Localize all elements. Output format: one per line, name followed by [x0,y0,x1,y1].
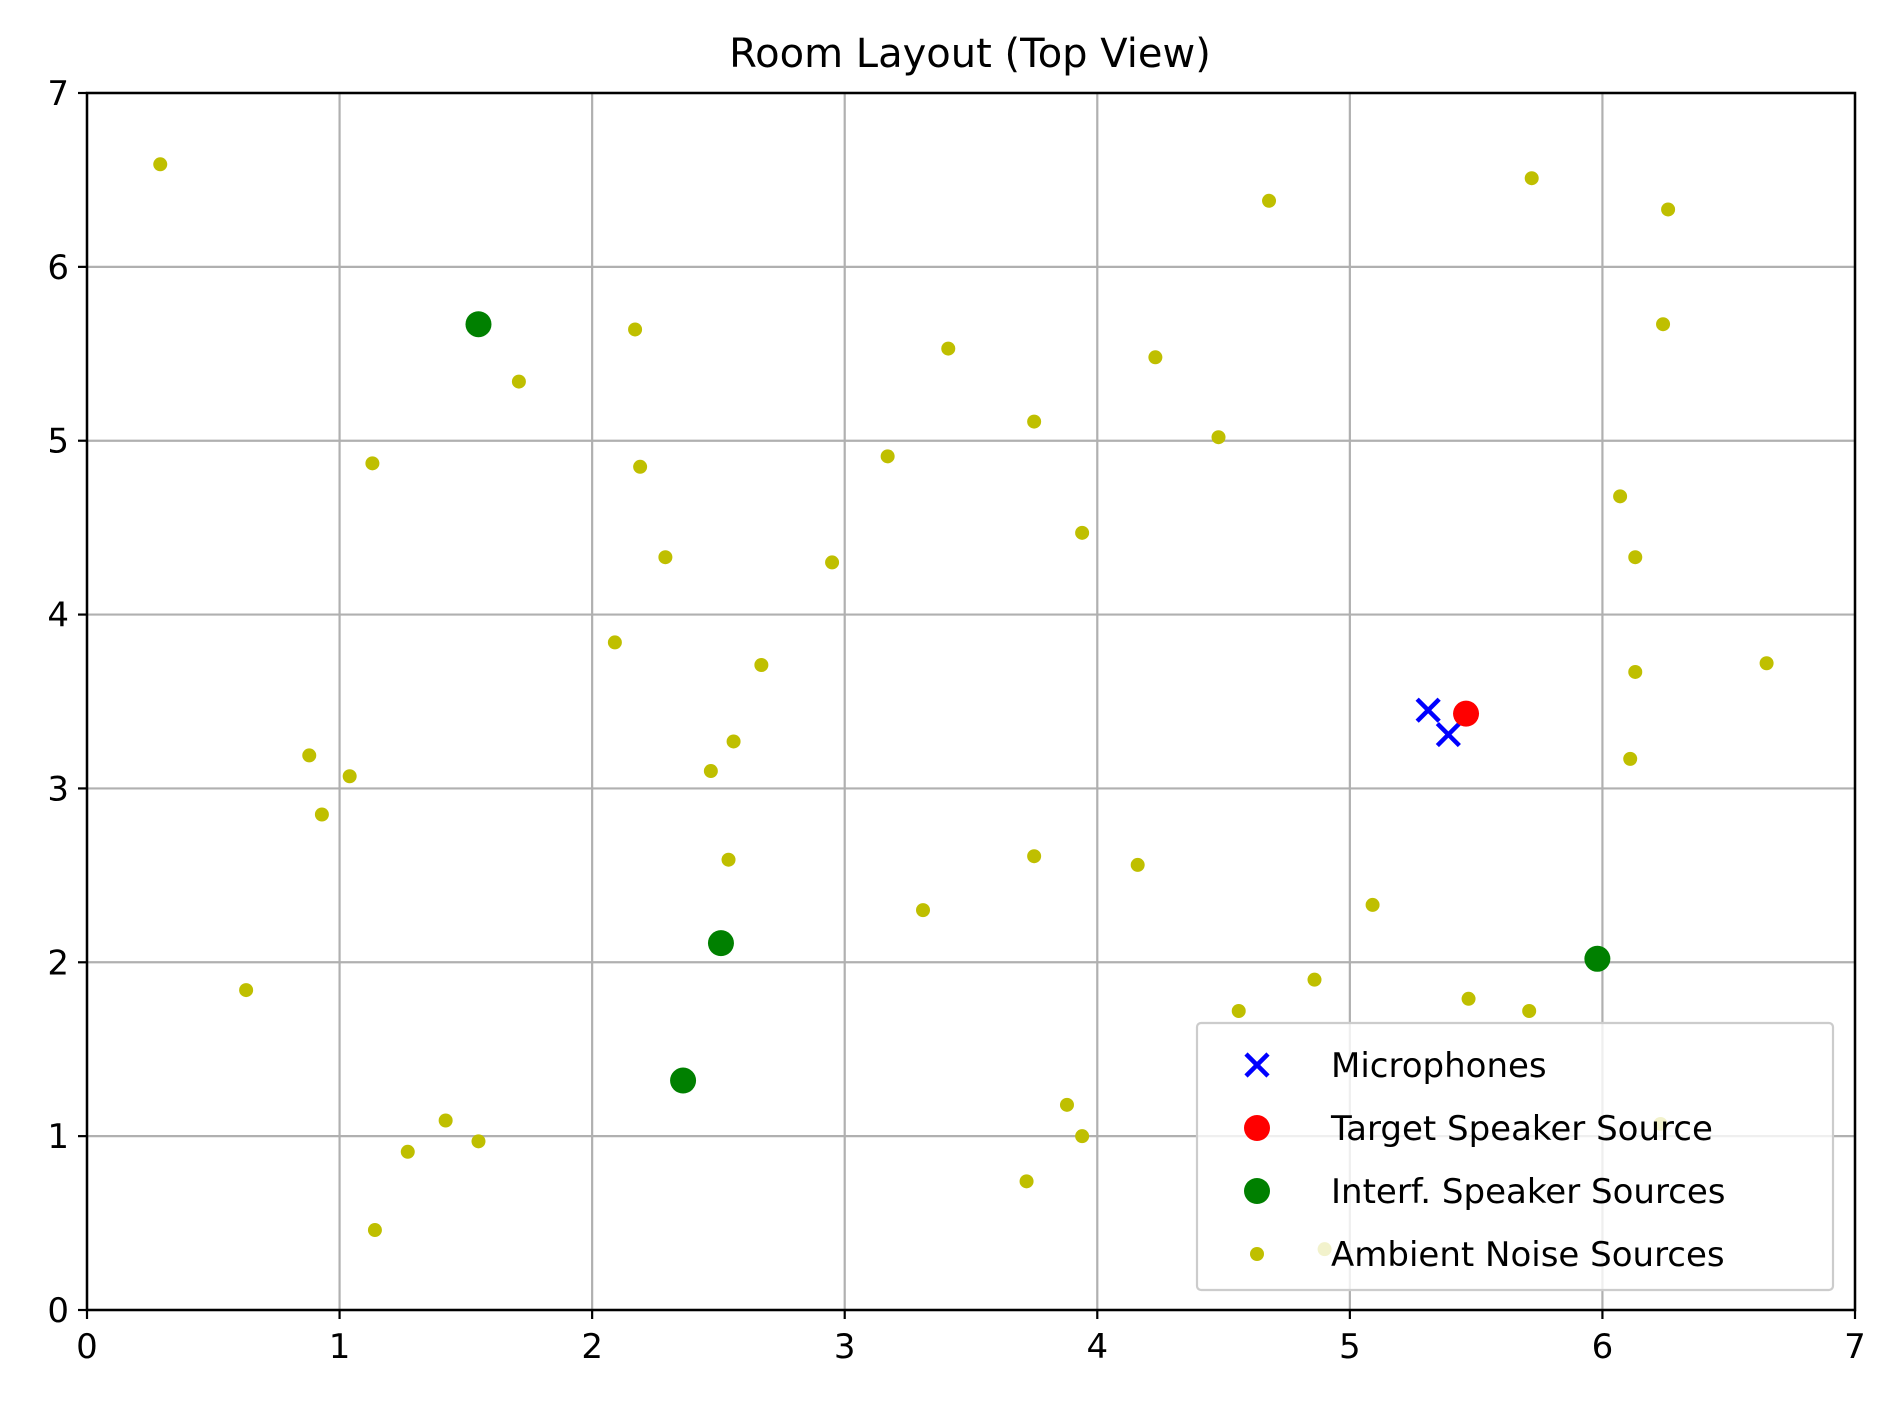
x-stroke [1244,1052,1270,1078]
x-stroke [1435,721,1461,748]
x-tick-label: 7 [1844,1327,1866,1367]
x-tick-label: 5 [1339,1327,1361,1367]
ambient-noise-marker [1027,414,1042,429]
plot-frame [85,91,1857,1312]
ambient-noise-marker [628,322,643,337]
x-tick-label: 1 [329,1327,351,1367]
ambient-noise-marker [658,550,673,565]
ambient-noise-marker [153,157,168,172]
ambient-noise-marker [438,1113,453,1128]
ambient-noise-marker [1524,171,1539,186]
ambient-noise-marker [302,748,317,763]
legend-label: Microphones [1331,1046,1547,1086]
interferer-speaker-marker [465,311,492,338]
legend-box [1195,1021,1835,1292]
legend-entry: Microphones [1244,1046,1547,1086]
interferer-speaker-marker [670,1067,697,1094]
interferer-speaker-marker [1584,945,1611,972]
microphone-marker [1415,697,1441,723]
interferer-speaker-marker [707,930,734,957]
ambient-noise-marker [1307,972,1322,987]
ambient-noise-marker [1623,751,1638,766]
legend-entry: Interf. Speaker Sources [1244,1172,1726,1212]
ambient-noise-marker [1661,202,1676,217]
ambient-noise-marker [1613,489,1628,504]
x-tick-label: 2 [581,1327,603,1367]
ambient-noise-marker [1211,430,1226,445]
ambient-noise-marker [471,1134,486,1149]
ambient-noise-marker [703,764,718,779]
ambient-noise-marker [1365,897,1380,912]
y-tick-label: 4 [47,596,69,636]
ambient-noise-marker [607,635,622,650]
ambient-noise-marker [314,807,329,822]
interferer-speaker-marker-legend-swatch [1244,1178,1270,1204]
legend: Microphones Target Speaker Source Interf. … [1195,1021,1835,1292]
target-speaker-marker [1453,700,1480,727]
ambient-noise-marker [1461,991,1476,1006]
y-tick-label: 0 [47,1291,69,1331]
ambient-noise-marker [726,734,741,749]
ambient-noise-marker [1231,1003,1246,1018]
ambient-noise-marker [1019,1174,1034,1189]
x-tick-label: 6 [1592,1327,1614,1367]
x-tick-label: 3 [834,1327,856,1367]
legend-label: Ambient Noise Sources [1331,1235,1725,1275]
ambient-noise-marker [1759,656,1774,671]
x-tick-label: 0 [76,1327,98,1367]
ambient-noise-marker [825,555,840,570]
ambient-noise-marker [1075,1129,1090,1144]
chart-title: Room Layout (Top View) [729,31,1211,77]
series-microphone-marker [1415,697,1461,748]
ambient-noise-marker [880,449,895,464]
ambient-noise-marker-legend-swatch [1250,1247,1264,1261]
ambient-noise-marker [754,657,769,672]
ambient-noise-marker [1027,849,1042,864]
legend-label: Target Speaker Source [1330,1109,1713,1149]
y-tick-label: 7 [47,74,69,114]
microphone-marker [1435,721,1461,748]
ambient-noise-marker [1262,193,1277,208]
ambient-noise-marker [633,459,648,474]
ambient-noise-marker [1075,525,1090,540]
y-tick-label: 6 [47,248,69,288]
ambient-noise-marker [365,456,380,471]
ambient-noise-marker [1628,550,1643,565]
x-tick-label: 4 [1086,1327,1108,1367]
target-speaker-marker-legend-swatch [1244,1115,1270,1141]
ambient-noise-marker [1059,1097,1074,1112]
y-tick-label: 3 [47,769,69,809]
y-tick-label: 5 [47,422,69,462]
ambient-noise-marker [367,1223,382,1238]
ambient-noise-marker [1656,317,1671,332]
ambient-noise-marker [1628,664,1643,679]
ambient-noise-marker [916,903,931,918]
ambient-noise-marker [1148,350,1163,365]
x-stroke [1415,697,1441,723]
legend-entry: Target Speaker Source [1244,1109,1713,1149]
ambient-noise-marker [342,769,357,784]
ambient-noise-marker [511,374,526,389]
ambient-noise-marker [1130,857,1145,872]
legend-entry: Ambient Noise Sources [1250,1235,1725,1275]
ambient-noise-marker [400,1144,415,1159]
y-tick-label: 1 [47,1117,69,1157]
y-tick-label: 2 [47,943,69,983]
axes: 0 1 2 3 4 5 6 7 0 1 2 3 4 5 6 7 [47,74,1865,1367]
ambient-noise-marker [721,852,736,867]
series-target-speaker-marker [1453,700,1480,727]
ambient-noise-marker [239,983,254,998]
microphone-marker-legend-swatch [1244,1052,1270,1078]
legend-label: Interf. Speaker Sources [1331,1172,1726,1212]
ambient-noise-marker [941,341,956,356]
ambient-noise-marker [1522,1003,1537,1018]
series-interferer-speaker-marker [465,311,1611,1094]
